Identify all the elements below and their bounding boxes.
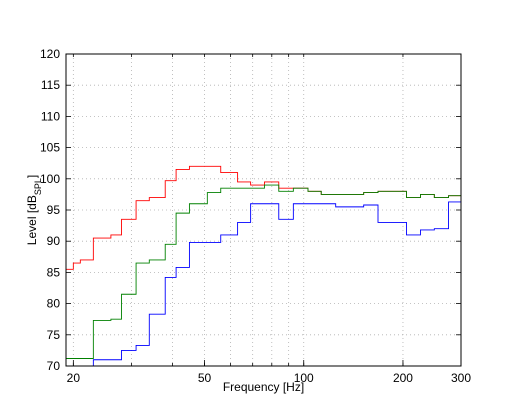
x-tick-label: 300 xyxy=(451,371,471,385)
y-tick-label: 85 xyxy=(47,265,61,279)
y-tick-label: 105 xyxy=(40,141,60,155)
y-tick-label: 80 xyxy=(47,297,61,311)
x-tick-label: 20 xyxy=(67,371,81,385)
y-axis-label: Level [dBSPL] xyxy=(25,175,43,245)
x-axis-label: Frequency [Hz] xyxy=(223,380,304,394)
y-tick-label: 70 xyxy=(47,359,61,373)
y-axis-label-subscript: SPL xyxy=(33,178,43,195)
plot-frame xyxy=(65,53,462,367)
y-tick-label: 115 xyxy=(41,78,60,92)
y-tick-label: 120 xyxy=(40,47,60,61)
series-group xyxy=(66,165,461,367)
series-line-2 xyxy=(66,184,461,359)
y-tick-label: 110 xyxy=(41,109,60,123)
axis-ticks: 20 50 100 200 300 70 75 80 85 90 95 100 105 110 115 120 xyxy=(40,47,471,385)
y-tick-label: 75 xyxy=(47,328,61,342)
x-tick-label: 200 xyxy=(393,371,413,385)
y-tick-label: 95 xyxy=(47,203,61,217)
x-tick-label: 100 xyxy=(294,371,314,385)
y-axis-label-end: ] xyxy=(25,175,39,178)
series-line-3 xyxy=(66,201,461,367)
y-axis-label-main: Level [dB xyxy=(25,195,39,245)
grid xyxy=(66,53,462,367)
series-line-1 xyxy=(66,165,461,270)
x-tick-label: 50 xyxy=(198,371,212,385)
y-tick-label: 90 xyxy=(47,234,61,248)
y-tick-label: 100 xyxy=(40,172,60,186)
